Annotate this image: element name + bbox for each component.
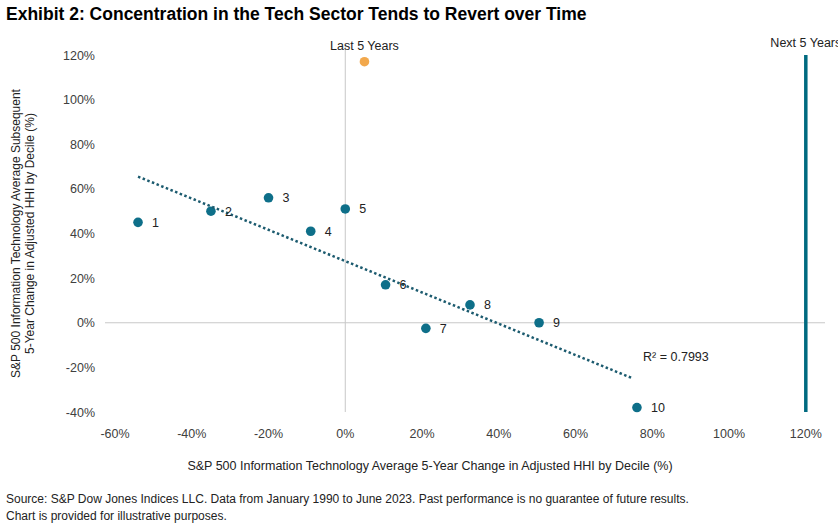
y-axis	[345, 45, 346, 412]
source-note: Source: S&P Dow Jones Indices LLC. Data …	[6, 492, 689, 506]
point-label: 6	[400, 278, 407, 292]
point	[534, 318, 544, 328]
point-label: 9	[553, 316, 560, 330]
point	[381, 280, 391, 290]
point-label: 5	[359, 202, 366, 216]
y-tick-label: 0%	[77, 316, 95, 330]
title: Exhibit 2: Concentration in the Tech Sec…	[6, 4, 587, 24]
point-label: 3	[283, 191, 290, 205]
x-axis	[105, 322, 825, 323]
line-label: Next 5 Years	[770, 36, 838, 50]
point	[306, 226, 316, 236]
x-tick-label: 120%	[790, 427, 822, 441]
point-label: 7	[440, 322, 447, 336]
reference-line	[804, 55, 808, 412]
point-label: 1	[152, 216, 159, 230]
point	[264, 193, 274, 203]
y-axis-label: S&P 500 Information Technology Average S…	[9, 88, 23, 378]
x-tick-label: 100%	[713, 427, 745, 441]
x-tick-label: 0%	[336, 427, 354, 441]
y-tick-label: 20%	[70, 272, 95, 286]
point	[133, 218, 143, 228]
chart: Exhibit 2: Concentration in the Tech Sec…	[0, 0, 838, 526]
y-tick-label: 100%	[63, 93, 95, 107]
point-label: 10	[651, 401, 665, 415]
x-tick-label: -40%	[177, 427, 206, 441]
trend-line	[138, 177, 633, 379]
x-tick-label: -20%	[254, 427, 283, 441]
labels: 1 2 3 4 5 6 7 8 9 10 Last 5 Years R² = 0.7993 Next 5…	[152, 36, 838, 415]
point	[340, 204, 350, 214]
plot-area	[133, 55, 806, 412]
y-tick-label: -40%	[66, 406, 95, 420]
point-label: 8	[484, 298, 491, 312]
x-tick-label: 40%	[486, 427, 511, 441]
y-tick-label: -20%	[66, 361, 95, 375]
x-tick-label: -60%	[100, 427, 129, 441]
x-tick-label: 20%	[410, 427, 435, 441]
line-label: R² = 0.7993	[643, 350, 709, 364]
x-axis-label: S&P 500 Information Technology Average 5…	[187, 459, 672, 473]
y-tick-label: 40%	[70, 227, 95, 241]
point	[360, 57, 370, 67]
y-tick-label: 120%	[63, 49, 95, 63]
point	[632, 403, 642, 413]
point	[465, 300, 475, 310]
point-label: 2	[225, 205, 232, 219]
point-label: 4	[325, 225, 332, 239]
x-tick-label: 60%	[563, 427, 588, 441]
point-label: Last 5 Years	[330, 39, 399, 53]
y-tick-label: 60%	[70, 182, 95, 196]
point	[421, 324, 431, 334]
y-axis-label: 5-Year Change in Adjusted HHI by Decile …	[23, 113, 37, 354]
source-note: Chart is provided for illustrative purpo…	[6, 509, 227, 523]
y-tick-label: 80%	[70, 138, 95, 152]
x-tick-label: 80%	[640, 427, 665, 441]
